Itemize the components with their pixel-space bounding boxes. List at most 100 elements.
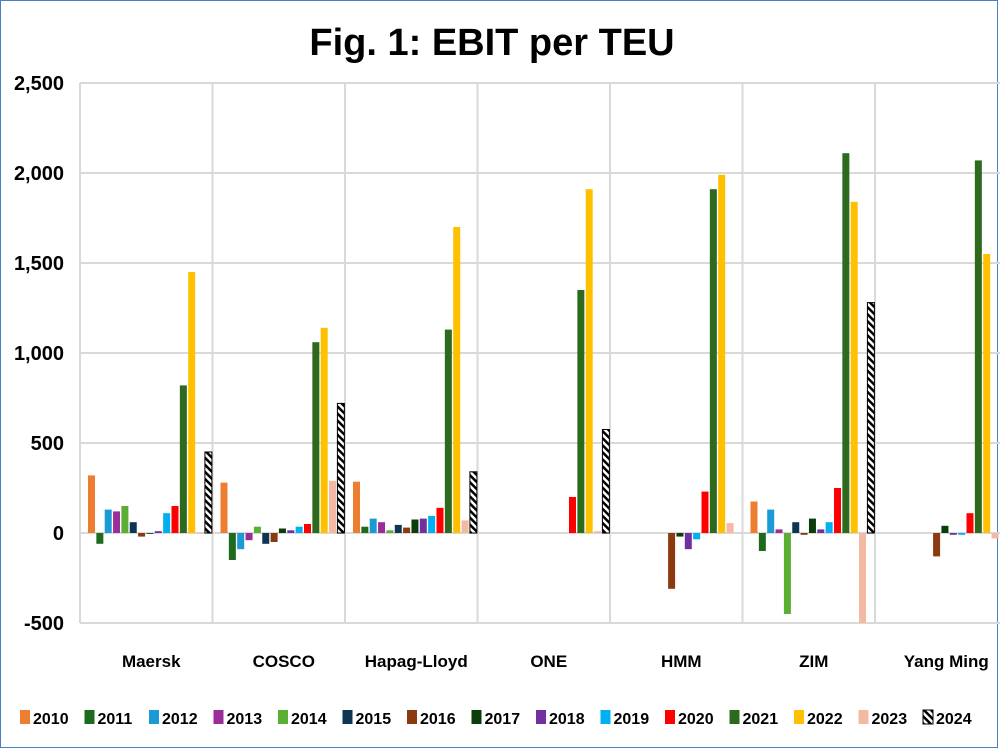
bar-hmm-2017 <box>676 533 684 537</box>
legend-swatch-2013 <box>213 710 224 724</box>
bar-cosco-2016 <box>270 533 278 542</box>
y-tick-label: 0 <box>53 523 64 545</box>
bar-one-2021 <box>577 290 585 533</box>
bar-hapag-lloyd-2012 <box>369 518 377 533</box>
bar-maersk-2017 <box>146 533 154 534</box>
bar-one-2024 <box>601 429 610 534</box>
bar-hapag-lloyd-2024 <box>469 471 478 534</box>
bar-zim-2015 <box>792 522 800 533</box>
bar-hmm-2016 <box>668 533 676 589</box>
category-label: Maersk <box>122 652 181 671</box>
bar-cosco-2019 <box>295 526 303 533</box>
bar-cosco-2018 <box>287 530 295 533</box>
bar-zim-2024 <box>866 302 875 534</box>
bar-hapag-lloyd-2021 <box>444 329 452 533</box>
legend-label: 2022 <box>807 711 843 728</box>
bar-yang-ming-2016 <box>933 533 941 557</box>
legend-swatch-2017 <box>471 710 482 724</box>
legend-label: 2018 <box>549 711 585 728</box>
bar-hapag-lloyd-2023 <box>461 520 469 533</box>
bar-zim-2019 <box>825 522 833 533</box>
bar-hmm-2018 <box>684 533 692 550</box>
y-tick-label: -500 <box>24 613 64 635</box>
bar-zim-2011 <box>758 533 766 551</box>
bar-hmm-2019 <box>693 533 701 540</box>
bar-maersk-2019 <box>163 513 171 533</box>
bar-cosco-2010 <box>220 482 228 533</box>
legend-label: 2020 <box>678 711 714 728</box>
category-label: Yang Ming <box>904 652 989 671</box>
bar-maersk-2016 <box>138 533 146 537</box>
bar-yang-ming-2021 <box>974 160 982 533</box>
legend-swatch-2011 <box>84 710 95 724</box>
bar-cosco-2021 <box>312 342 320 533</box>
bar-one-2023 <box>594 531 602 533</box>
legend-label: 2023 <box>872 711 908 728</box>
bar-zim-2013 <box>775 529 783 533</box>
bar-zim-2010 <box>750 501 758 533</box>
bar-maersk-2012 <box>104 509 112 533</box>
bar-maersk-2018 <box>154 531 162 533</box>
bar-hmm-2023 <box>726 523 734 533</box>
bar-hmm-2020 <box>701 491 709 533</box>
category-label: ONE <box>530 652 567 671</box>
bar-hapag-lloyd-2020 <box>436 507 444 533</box>
bar-yang-ming-2017 <box>941 525 949 533</box>
bar-maersk-2021 <box>179 385 187 533</box>
bar-yang-ming-2022 <box>983 254 991 533</box>
y-tick-label: 1,000 <box>14 343 64 365</box>
y-tick-label: 2,500 <box>14 73 64 95</box>
legend-swatch-2018 <box>536 710 546 724</box>
legend-label: 2016 <box>420 711 456 728</box>
bar-zim-2022 <box>850 201 858 534</box>
bar-cosco-2020 <box>304 524 311 533</box>
category-label: COSCO <box>253 652 315 671</box>
y-tick-label: 1,500 <box>14 253 64 275</box>
bar-hmm-2021 <box>709 189 717 533</box>
bar-zim-2018 <box>817 529 825 533</box>
legend-label: 2021 <box>743 711 779 728</box>
legend-swatch-2019 <box>600 710 611 724</box>
bar-hapag-lloyd-2022 <box>453 227 461 533</box>
bar-hapag-lloyd-2018 <box>419 518 427 533</box>
bar-yang-ming-2019 <box>958 533 966 535</box>
legend-swatch-2022 <box>794 710 804 724</box>
bar-yang-ming-2020 <box>966 513 974 533</box>
bar-hapag-lloyd-2016 <box>403 527 411 533</box>
legend-label: 2015 <box>356 711 392 728</box>
legend-swatch-2020 <box>665 710 675 724</box>
bar-cosco-2015 <box>262 533 270 544</box>
bar-one-2022 <box>585 189 593 533</box>
bar-maersk-2014 <box>121 506 129 533</box>
category-label: ZIM <box>799 652 828 671</box>
bar-hapag-lloyd-2017 <box>411 519 419 533</box>
bar-maersk-2013 <box>113 511 121 533</box>
bar-maersk-2020 <box>171 506 179 533</box>
bar-hapag-lloyd-2010 <box>353 481 360 533</box>
y-tick-label: 2,000 <box>14 163 64 185</box>
bar-one-2020 <box>569 497 576 533</box>
legend-swatch-2015 <box>342 710 353 724</box>
bar-maersk-2010 <box>88 475 95 533</box>
legend-label: 2011 <box>98 711 133 728</box>
bar-yang-ming-2018 <box>949 533 957 535</box>
bar-cosco-2012 <box>237 533 245 550</box>
bar-zim-2020 <box>834 488 841 533</box>
bar-cosco-2024 <box>336 402 345 534</box>
bar-yang-ming-2023 <box>991 533 999 539</box>
legend-swatch-2016 <box>407 710 417 724</box>
bar-cosco-2014 <box>253 526 261 533</box>
bar-cosco-2011 <box>228 533 236 560</box>
bar-maersk-2022 <box>188 272 196 533</box>
category-label: HMM <box>661 652 702 671</box>
bar-hapag-lloyd-2015 <box>394 524 402 533</box>
bar-zim-2012 <box>767 509 775 533</box>
legend-label: 2013 <box>227 711 263 728</box>
legend-swatch-2012 <box>149 710 159 724</box>
legend-label: 2024 <box>936 711 972 728</box>
y-tick-label: 500 <box>31 433 64 455</box>
bar-zim-2014 <box>783 533 791 614</box>
bar-cosco-2022 <box>320 327 328 533</box>
bar-hapag-lloyd-2014 <box>386 530 394 533</box>
